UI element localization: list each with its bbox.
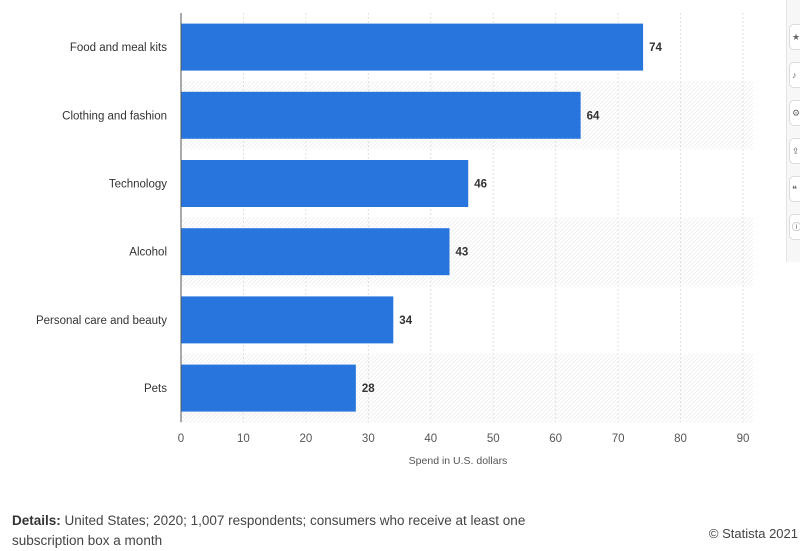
bar[interactable] (181, 23, 644, 71)
x-tick-label: 10 (237, 433, 250, 445)
info-icon[interactable]: ⓘ (789, 214, 800, 240)
x-tick-label: 30 (362, 433, 375, 445)
value-label: 28 (362, 383, 375, 395)
x-tick-label: 80 (674, 433, 687, 445)
bar[interactable] (181, 91, 581, 139)
details-text: United States; 2020; 1,007 respondents; … (12, 513, 526, 548)
share-icon[interactable]: ⇪ (789, 138, 800, 164)
x-tick-label: 40 (424, 433, 437, 445)
bar[interactable] (181, 228, 450, 276)
x-tick-label: 90 (737, 433, 750, 445)
x-tick-label: 60 (549, 433, 562, 445)
value-label: 43 (456, 247, 469, 259)
x-tick-label: 50 (487, 433, 500, 445)
gridlines (242, 13, 744, 423)
bar-chart: 0 10 20 30 40 50 60 70 80 90 Food and meal kits Cl… (36, 13, 753, 467)
category-label: Personal care and beauty (36, 315, 167, 327)
settings-icon[interactable]: ⚙ (789, 100, 800, 126)
value-label: 46 (474, 179, 487, 191)
x-tick-label: 20 (299, 433, 312, 445)
bell-icon[interactable]: ♪ (789, 62, 800, 88)
bar[interactable] (181, 364, 356, 412)
x-tick-label: 70 (612, 433, 625, 445)
copyright[interactable]: © Statista 2021 (708, 526, 798, 541)
value-label: 74 (649, 42, 662, 54)
details-note: Details: United States; 2020; 1,007 resp… (12, 511, 552, 551)
bar[interactable] (181, 296, 394, 344)
x-axis-ticks: 0 10 20 30 40 50 60 70 80 90 (178, 433, 750, 445)
category-label: Pets (144, 383, 167, 395)
category-label: Technology (109, 179, 167, 191)
value-label: 34 (399, 315, 412, 327)
category-labels: Food and meal kits Clothing and fashion Te… (36, 42, 167, 395)
x-axis-title: Spend in U.S. dollars (409, 455, 508, 467)
category-label: Alcohol (129, 247, 167, 259)
category-label: Food and meal kits (70, 42, 167, 54)
star-icon[interactable]: ★ (789, 24, 800, 50)
details-label: Details: (12, 513, 61, 528)
bars (181, 23, 644, 412)
category-label: Clothing and fashion (62, 110, 167, 122)
bar[interactable] (181, 160, 469, 207)
value-labels: 74 64 46 43 34 28 (362, 42, 663, 395)
x-tick-label: 0 (178, 433, 184, 445)
quote-icon[interactable]: ❝ (789, 176, 800, 202)
side-toolbar: ★ ♪ ⚙ ⇪ ❝ ⓘ (786, 0, 800, 262)
value-label: 64 (587, 110, 600, 122)
